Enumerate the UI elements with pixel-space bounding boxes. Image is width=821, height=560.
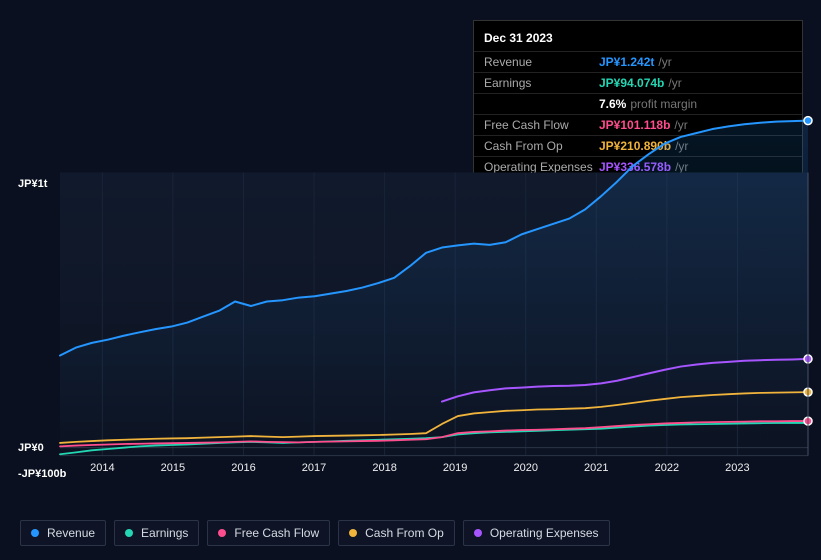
tooltip-row-value: 7.6% xyxy=(599,97,626,111)
tooltip-row-suffix: /yr xyxy=(658,55,671,69)
legend-color-dot xyxy=(474,529,482,537)
legend-color-dot xyxy=(349,529,357,537)
x-axis-tick-label: 2014 xyxy=(90,462,114,474)
x-axis-tick-label: 2015 xyxy=(161,462,185,474)
tooltip-row-suffix: profit margin xyxy=(630,97,697,111)
legend-item[interactable]: Cash From Op xyxy=(338,520,455,546)
tooltip-row: EarningsJP¥94.074b/yr xyxy=(474,72,802,93)
tooltip-row-value: JP¥94.074b xyxy=(599,76,664,90)
y-axis-tick-label: JP¥1t xyxy=(18,178,58,190)
tooltip-row-value: JP¥1.242t xyxy=(599,55,654,69)
x-axis-tick-label: 2018 xyxy=(372,462,396,474)
x-axis-tick-label: 2016 xyxy=(231,462,255,474)
tooltip-row-label xyxy=(484,97,599,111)
y-axis-tick-label: -JP¥100b xyxy=(18,468,58,480)
y-axis-tick-label: JP¥0 xyxy=(18,442,58,454)
x-axis-tick-label: 2023 xyxy=(725,462,749,474)
tooltip-row-label: Free Cash Flow xyxy=(484,118,599,132)
tooltip-row-suffix: /yr xyxy=(668,76,681,90)
legend-label: Operating Expenses xyxy=(490,526,599,540)
x-axis-tick-label: 2017 xyxy=(302,462,326,474)
legend-item[interactable]: Operating Expenses xyxy=(463,520,610,546)
legend-item[interactable]: Revenue xyxy=(20,520,106,546)
x-axis-tick-label: 2021 xyxy=(584,462,608,474)
legend-color-dot xyxy=(218,529,226,537)
financials-chart: JP¥1t JP¥0 -JP¥100b 2014 2015 2016 2017 2018 20… xyxy=(18,158,808,498)
chart-legend: Revenue Earnings Free Cash Flow Cash From O… xyxy=(20,520,610,546)
legend-label: Earnings xyxy=(141,526,188,540)
legend-label: Revenue xyxy=(47,526,95,540)
tooltip-row-label: Revenue xyxy=(484,55,599,69)
x-axis-tick-label: 2019 xyxy=(443,462,467,474)
tooltip-row-label: Earnings xyxy=(484,76,599,90)
legend-item[interactable]: Free Cash Flow xyxy=(207,520,330,546)
chart-plot-area[interactable] xyxy=(60,158,808,474)
x-axis-tick-label: 2020 xyxy=(513,462,537,474)
tooltip-date-title: Dec 31 2023 xyxy=(474,27,802,51)
legend-label: Cash From Op xyxy=(365,526,444,540)
legend-item[interactable]: Earnings xyxy=(114,520,199,546)
tooltip-row: 7.6% profit margin xyxy=(474,93,802,114)
legend-color-dot xyxy=(125,529,133,537)
x-axis-tick-label: 2022 xyxy=(655,462,679,474)
tooltip-row: RevenueJP¥1.242t/yr xyxy=(474,51,802,72)
tooltip-row-label: Cash From Op xyxy=(484,139,599,153)
legend-label: Free Cash Flow xyxy=(234,526,319,540)
tooltip-row-suffix: /yr xyxy=(674,118,687,132)
legend-color-dot xyxy=(31,529,39,537)
tooltip-row-value: JP¥101.118b xyxy=(599,118,670,132)
